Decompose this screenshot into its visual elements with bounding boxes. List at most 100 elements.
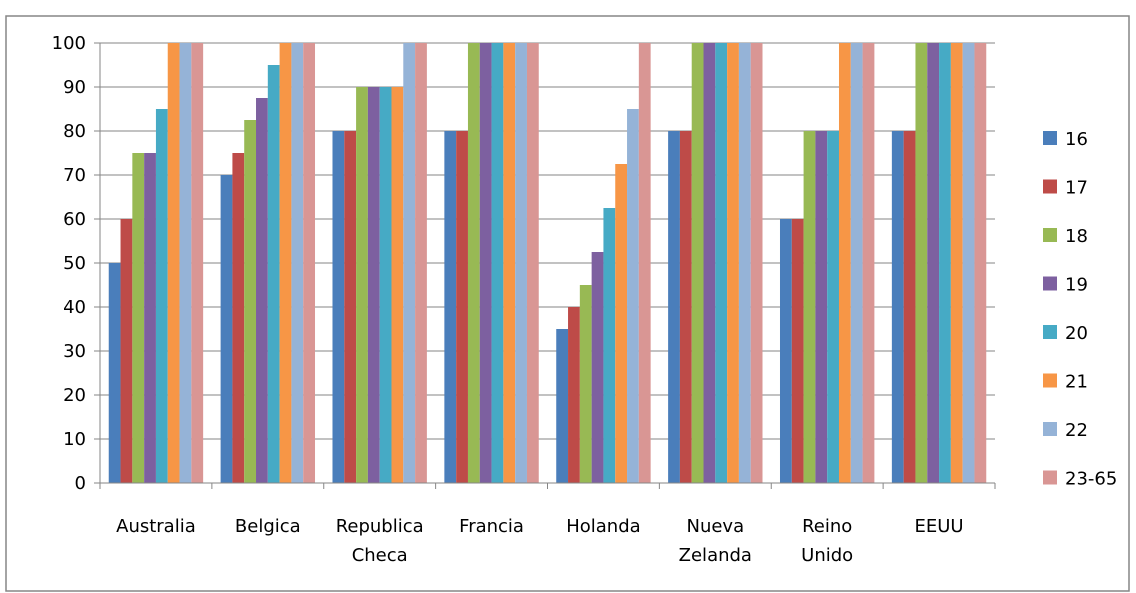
y-tick-label: 40 bbox=[63, 297, 86, 318]
bar bbox=[379, 87, 392, 483]
legend-label: 16 bbox=[1065, 129, 1088, 150]
bar bbox=[727, 43, 739, 483]
legend-swatch bbox=[1043, 276, 1057, 291]
bar bbox=[526, 43, 539, 483]
bar bbox=[556, 329, 569, 483]
bar bbox=[244, 120, 257, 483]
bar bbox=[615, 164, 628, 483]
bar bbox=[803, 131, 816, 483]
bar bbox=[503, 43, 516, 483]
legend-swatch bbox=[1043, 470, 1057, 485]
legend-swatch bbox=[1043, 422, 1057, 436]
legend-label: 18 bbox=[1065, 226, 1088, 247]
bar bbox=[391, 87, 404, 483]
bar bbox=[838, 43, 851, 483]
bar bbox=[862, 43, 875, 483]
bar bbox=[679, 131, 692, 483]
bars bbox=[108, 43, 987, 483]
bar bbox=[738, 43, 751, 483]
bar bbox=[479, 43, 492, 483]
bar bbox=[155, 109, 168, 483]
y-tick-label: 50 bbox=[63, 253, 86, 274]
y-tick-label: 20 bbox=[63, 385, 86, 406]
y-tick-label: 10 bbox=[63, 429, 86, 450]
bar bbox=[815, 131, 828, 483]
legend-label: 22 bbox=[1065, 420, 1088, 441]
bar bbox=[291, 43, 304, 483]
bar bbox=[367, 87, 380, 483]
bar bbox=[591, 252, 604, 483]
legend-swatch bbox=[1043, 228, 1057, 242]
y-tick-label: 90 bbox=[63, 77, 86, 98]
bar bbox=[444, 131, 457, 483]
bar bbox=[974, 43, 987, 483]
bar bbox=[191, 43, 204, 483]
y-tick-label: 100 bbox=[52, 33, 86, 54]
bar bbox=[356, 87, 368, 483]
bar bbox=[939, 43, 951, 483]
bar bbox=[220, 175, 233, 483]
bar bbox=[579, 285, 592, 483]
bar bbox=[108, 263, 121, 483]
bar bbox=[344, 131, 357, 483]
bar bbox=[132, 153, 145, 483]
bar bbox=[915, 43, 928, 483]
bar bbox=[715, 43, 728, 483]
legend-swatch bbox=[1043, 373, 1057, 388]
legend-label: 19 bbox=[1065, 275, 1088, 296]
legend-label: 17 bbox=[1065, 178, 1088, 199]
bar bbox=[703, 43, 716, 483]
x-category-label: Holanda bbox=[566, 516, 640, 537]
bar bbox=[515, 43, 527, 483]
bar bbox=[568, 307, 580, 483]
x-category-label: Nueva bbox=[686, 516, 744, 537]
x-category-label: Unido bbox=[801, 545, 853, 566]
bar bbox=[691, 43, 704, 483]
bar bbox=[903, 131, 916, 483]
y-tick-label: 60 bbox=[63, 209, 86, 230]
bar bbox=[403, 43, 416, 483]
bar bbox=[950, 43, 963, 483]
axes: 0 10 20 30 40 50 60 70 80 90 100 Australia Belgica Re… bbox=[52, 33, 996, 566]
y-tick-label: 80 bbox=[63, 121, 86, 142]
bar bbox=[791, 219, 804, 483]
x-category-label: EEUU bbox=[915, 516, 964, 537]
bar bbox=[891, 131, 904, 483]
x-category-label: Australia bbox=[116, 516, 196, 537]
bar bbox=[638, 43, 651, 483]
legend-swatch bbox=[1043, 179, 1057, 194]
x-category-label: Zelanda bbox=[679, 545, 752, 566]
bar bbox=[415, 43, 427, 483]
bar bbox=[456, 131, 468, 483]
bar bbox=[627, 109, 639, 483]
bar bbox=[144, 153, 156, 483]
bar bbox=[332, 131, 345, 483]
bar bbox=[927, 43, 940, 483]
bar bbox=[167, 43, 180, 483]
x-category-label: Checa bbox=[352, 545, 408, 566]
bar bbox=[827, 131, 839, 483]
bar bbox=[179, 43, 192, 483]
legend-label: 23-65 bbox=[1065, 469, 1117, 490]
y-tick-label: 70 bbox=[63, 165, 86, 186]
bar bbox=[779, 219, 792, 483]
bar bbox=[256, 98, 268, 483]
legend-swatch bbox=[1043, 325, 1057, 339]
bar bbox=[750, 43, 763, 483]
bar bbox=[120, 219, 133, 483]
legend: 16 17 18 19 20 21 22 23-65 bbox=[1043, 129, 1117, 490]
bar bbox=[279, 43, 292, 483]
bar bbox=[491, 43, 504, 483]
bar bbox=[850, 43, 863, 483]
bar bbox=[962, 43, 975, 483]
y-tick-label: 0 bbox=[75, 473, 86, 494]
x-category-label: Republica bbox=[336, 516, 424, 537]
bar bbox=[668, 131, 680, 483]
bar bbox=[267, 65, 280, 483]
bar bbox=[467, 43, 480, 483]
bar bbox=[303, 43, 316, 483]
bar bbox=[232, 153, 245, 483]
legend-swatch bbox=[1043, 131, 1057, 145]
x-category-label: Francia bbox=[459, 516, 524, 537]
